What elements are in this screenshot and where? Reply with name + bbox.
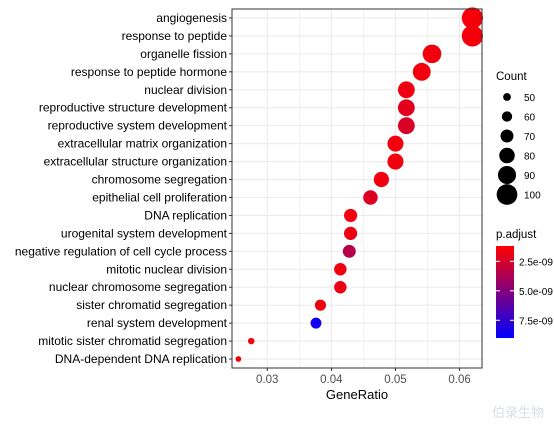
watermark-text: 伯录生物 — [491, 406, 544, 421]
data-point — [373, 171, 389, 188]
y-tick-label: urogenital system development — [61, 226, 228, 240]
size-legend-title: Count — [496, 71, 527, 83]
x-tick-label: 0.05 — [384, 374, 406, 386]
y-tick-label: sister chromatid segregation — [76, 298, 227, 312]
color-legend-title: p.adjust — [496, 229, 537, 241]
x-tick-label: 0.06 — [448, 374, 470, 386]
data-point — [247, 337, 255, 345]
y-tick-label: reproductive structure development — [39, 101, 228, 115]
data-point — [310, 317, 322, 329]
y-tick-label: chromosome segregation — [92, 173, 227, 187]
data-point — [343, 226, 358, 240]
y-tick-label: response to peptide — [122, 29, 228, 43]
data-point — [235, 356, 242, 362]
size-legend-dot — [497, 165, 517, 185]
size-legend-label: 60 — [524, 113, 536, 124]
data-point — [342, 244, 356, 258]
y-tick-label: mitotic sister chromatid segregation — [38, 334, 227, 348]
data-point — [412, 62, 431, 81]
data-point — [334, 263, 347, 276]
plot-panel — [232, 9, 482, 368]
size-legend-dot — [499, 147, 515, 164]
size-legend-dot — [496, 184, 518, 205]
size-legend-label: 70 — [524, 132, 536, 143]
data-point — [314, 299, 327, 311]
color-legend-label: 7.5e-09 — [519, 316, 553, 327]
y-tick-label: response to peptide hormone — [71, 65, 227, 79]
y-tick-label: epithelial cell proliferation — [92, 190, 227, 204]
size-legend-label: 100 — [524, 191, 541, 202]
y-tick-label: mitotic nuclear division — [106, 262, 227, 276]
size-legend-label: 90 — [524, 171, 536, 182]
y-tick-label: nuclear chromosome segregation — [49, 280, 227, 294]
size-legend-label: 50 — [524, 93, 536, 104]
y-tick-label: organelle fission — [140, 47, 227, 61]
size-legend-dot — [501, 111, 513, 122]
data-point — [363, 190, 378, 205]
x-tick-label: 0.04 — [320, 374, 343, 386]
y-tick-label: DNA replication — [144, 208, 227, 222]
data-point — [343, 208, 358, 223]
data-point — [397, 117, 415, 135]
data-point — [387, 153, 404, 170]
y-tick-label: extracellular matrix organization — [58, 137, 227, 151]
size-legend-dot — [500, 129, 514, 143]
color-legend-bar — [496, 246, 514, 338]
data-point — [334, 281, 347, 294]
y-tick-label: DNA-dependent DNA replication — [55, 352, 227, 366]
y-tick-label: reproductive system development — [48, 119, 228, 133]
data-point — [387, 135, 404, 152]
x-tick-label: 0.03 — [256, 374, 278, 386]
y-tick-label: renal system development — [87, 316, 228, 330]
x-axis-title: GeneRatio — [326, 387, 388, 402]
y-tick-label: angiogenesis — [156, 11, 227, 25]
data-point — [461, 7, 483, 29]
size-legend-dot — [503, 93, 511, 101]
color-legend-label: 2.5e-09 — [519, 257, 553, 268]
y-tick-label: extracellular structure organization — [44, 155, 227, 169]
color-legend-label: 5.0e-09 — [519, 287, 553, 298]
y-tick-label: negative regulation of cell cycle proces… — [15, 244, 227, 258]
y-tick-label: nuclear division — [144, 83, 227, 97]
data-point — [397, 99, 415, 117]
data-point — [422, 44, 442, 64]
data-point — [397, 81, 415, 99]
size-legend-label: 80 — [524, 152, 536, 163]
data-point — [461, 25, 483, 47]
panel-border — [231, 8, 483, 369]
